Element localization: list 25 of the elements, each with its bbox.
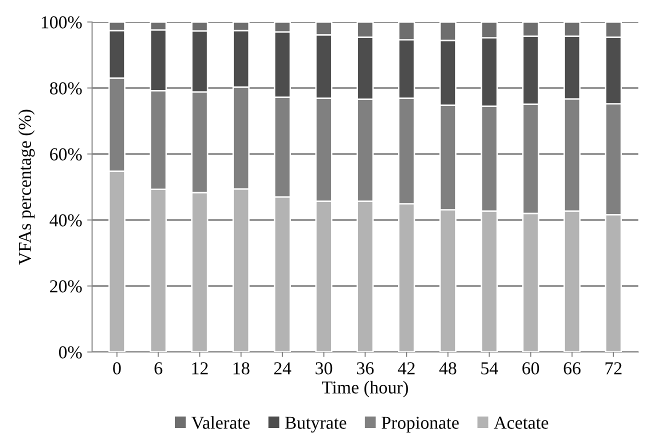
x-tick-label: 48	[439, 362, 456, 374]
y-tick-label: 80%	[50, 82, 82, 94]
legend-label: Acetate	[494, 416, 548, 429]
y-tick-label: 100%	[42, 16, 82, 28]
x-tick-label: 6	[154, 362, 162, 374]
x-tick-label: 36	[357, 362, 374, 374]
x-tick-label: 12	[192, 362, 208, 374]
x-tick-label: 66	[564, 362, 581, 374]
y-tick-label: 0%	[59, 346, 82, 358]
x-tick-label: 30	[316, 362, 332, 374]
x-tick-label: 18	[234, 362, 250, 374]
y-tick-label: 60%	[50, 148, 82, 160]
x-axis-title: Time (hour)	[322, 380, 408, 398]
x-tick-label: 60	[522, 362, 540, 374]
x-tick-label: 72	[606, 362, 622, 374]
x-tick-label: 0	[113, 362, 121, 374]
y-tick-label: 40%	[50, 214, 82, 226]
x-tick-label: 42	[398, 362, 415, 374]
x-tick-label: 24	[274, 362, 292, 374]
legend-label: Propionate	[382, 416, 459, 432]
x-tick-label: 54	[481, 362, 498, 374]
y-axis-title: VFAs percentage (%)	[18, 110, 35, 265]
y-tick-label: 20%	[50, 280, 82, 292]
legend-label: Valerate	[191, 416, 250, 429]
legend-label: Butyrate	[285, 416, 346, 433]
